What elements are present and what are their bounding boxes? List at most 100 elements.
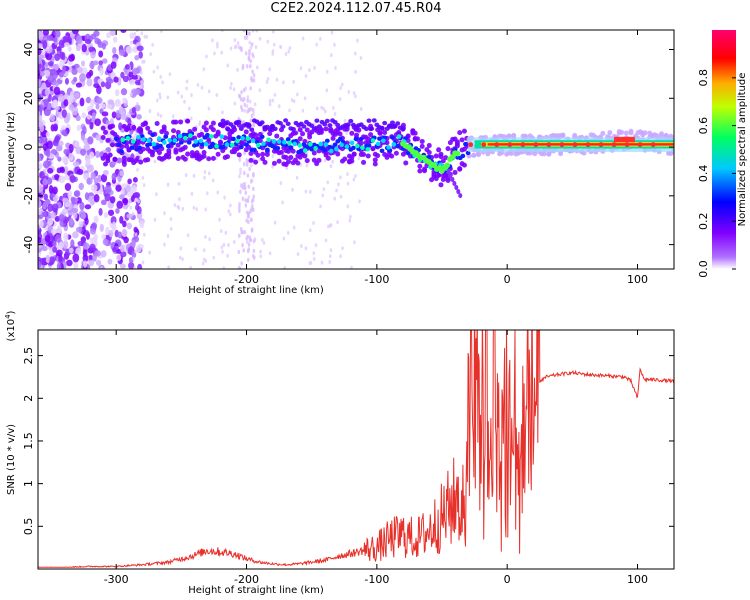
noise-blob <box>230 82 233 87</box>
signal-core <box>309 147 315 152</box>
noise-blob <box>340 82 344 87</box>
signal-peak <box>177 133 183 139</box>
signal-envelope <box>600 130 606 136</box>
noise-blob <box>85 158 91 166</box>
signal-core <box>275 145 281 151</box>
noise-blob <box>81 112 87 119</box>
signal-envelope <box>249 127 255 132</box>
signal-core <box>322 147 328 153</box>
signal-envelope <box>445 146 451 152</box>
noise-blob <box>250 163 253 168</box>
noise-blob <box>108 229 114 238</box>
signal-envelope <box>438 182 444 188</box>
signal-envelope <box>276 158 282 164</box>
signal-envelope <box>182 144 188 150</box>
x-tick-label: -100 <box>364 273 389 286</box>
noise-blob <box>238 157 242 162</box>
noise-blob <box>134 55 140 61</box>
noise-blob <box>205 54 208 59</box>
noise-blob <box>128 261 135 269</box>
noise-blob <box>107 78 114 84</box>
noise-blob <box>84 217 89 226</box>
signal-envelope <box>389 153 395 159</box>
noise-blob <box>38 195 41 203</box>
noise-blob <box>111 221 117 230</box>
noise-blob <box>97 174 102 183</box>
noise-blob <box>58 94 65 103</box>
signal-core <box>205 132 210 138</box>
signal-envelope <box>293 130 299 136</box>
noise-blob <box>167 265 170 269</box>
noise-blob <box>69 175 76 183</box>
signal-envelope <box>419 143 425 149</box>
noise-blob <box>324 238 328 243</box>
noise-blob <box>239 226 243 232</box>
signal-envelope <box>351 151 357 157</box>
noise-blob <box>133 266 136 269</box>
noise-blob <box>166 233 170 238</box>
signal-core <box>298 148 304 153</box>
noise-blob <box>91 112 96 119</box>
noise-blob <box>138 51 143 59</box>
signal-envelope <box>203 127 209 133</box>
signal-envelope <box>436 147 442 153</box>
signal-envelope <box>459 137 465 143</box>
y-axis-label: SNR (10 * v/v) <box>6 424 17 495</box>
noise-blob <box>249 209 252 214</box>
signal-peak <box>209 134 214 139</box>
noise-blob <box>189 265 192 269</box>
noise-blob <box>94 250 101 257</box>
noise-blob <box>58 241 64 250</box>
signal-peak <box>250 138 256 143</box>
noise-blob <box>359 107 363 112</box>
signal-peak <box>282 139 287 145</box>
noise-blob <box>258 157 261 162</box>
noise-blob <box>128 256 134 264</box>
noise-blob <box>258 36 262 41</box>
noise-blob <box>143 34 147 39</box>
noise-blob <box>76 35 83 45</box>
y-axis-unit: (x104) <box>4 310 17 341</box>
signal-envelope <box>412 130 418 136</box>
signal-peak <box>355 143 360 149</box>
noise-blob <box>133 226 138 233</box>
noise-blob <box>356 38 359 43</box>
noise-blob <box>203 175 206 180</box>
noise-blob <box>186 233 190 238</box>
signal-envelope <box>210 155 216 161</box>
signal-envelope <box>511 132 517 138</box>
noise-blob <box>82 254 89 262</box>
noise-blob <box>68 104 75 111</box>
noise-blob <box>251 107 255 113</box>
noise-blob <box>163 211 166 216</box>
noise-blob <box>67 46 72 52</box>
noise-blob <box>339 175 342 180</box>
noise-blob <box>123 236 129 244</box>
noise-blob <box>271 51 275 56</box>
noise-blob <box>271 98 275 103</box>
noise-blob <box>52 37 58 43</box>
noise-blob <box>129 40 133 45</box>
noise-blob <box>222 266 226 269</box>
signal-envelope <box>335 151 341 157</box>
signal-core <box>377 136 382 141</box>
noise-blob <box>48 256 55 266</box>
noise-blob <box>288 46 292 51</box>
noise-blob <box>353 240 356 245</box>
noise-blob <box>350 265 353 269</box>
noise-blob <box>258 88 262 93</box>
noise-blob <box>136 45 144 52</box>
noise-blob <box>247 219 250 225</box>
noise-blob <box>201 261 205 266</box>
noise-blob <box>122 97 127 104</box>
noise-blob <box>250 42 254 47</box>
noise-blob <box>132 256 135 261</box>
signal-core <box>236 135 242 140</box>
signal-core <box>426 154 432 160</box>
noise-blob <box>124 64 130 70</box>
noise-blob <box>101 234 107 240</box>
noise-blob <box>111 172 117 181</box>
noise-blob <box>156 112 160 117</box>
signal-peak <box>360 145 365 151</box>
signal-peak <box>323 142 329 147</box>
